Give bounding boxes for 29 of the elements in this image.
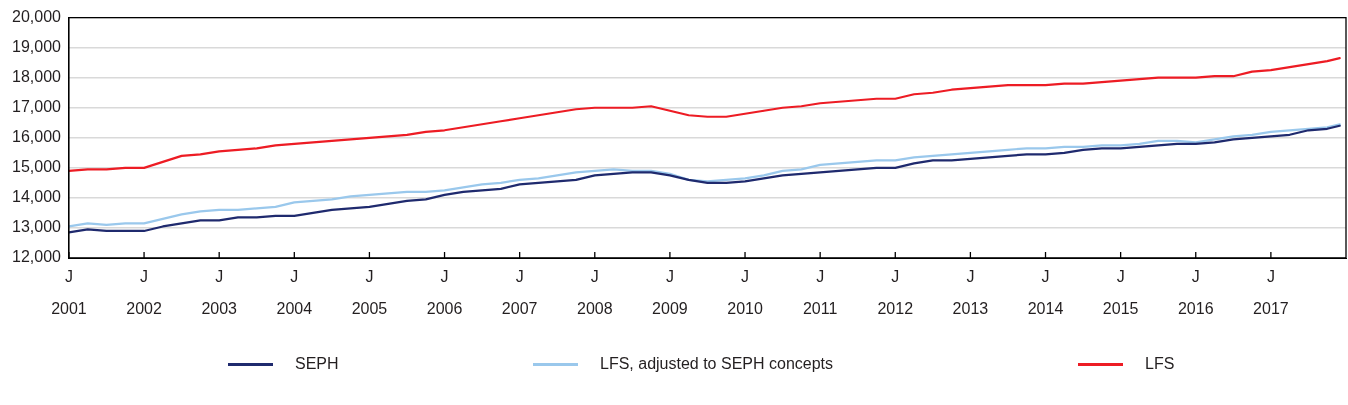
x-tick-label: J 2003 [201, 268, 238, 318]
x-tick-label: J 2014 [1027, 268, 1064, 318]
x-tick-label: J 2005 [351, 268, 388, 318]
legend-label: LFS, adjusted to SEPH concepts [600, 355, 834, 373]
x-tick-label: J 2017 [1253, 268, 1289, 318]
x-tick-label: J 2011 [802, 268, 838, 318]
y-tick-label: 17,000 [12, 98, 62, 116]
legend-label: SEPH [295, 355, 339, 373]
y-tick-label: 20,000 [12, 8, 62, 26]
x-tick-label: J 2004 [276, 268, 313, 318]
y-tick-label: 16,000 [12, 128, 62, 146]
legend-label: LFS [1145, 355, 1175, 373]
x-tick-label: J 2015 [1102, 268, 1139, 318]
y-tick-label: 18,000 [12, 68, 62, 86]
x-tick-label: J 2007 [501, 268, 538, 318]
y-tick-label: 15,000 [12, 158, 62, 176]
x-tick-label: J 2001 [51, 268, 87, 318]
y-tick-label: 14,000 [12, 188, 62, 206]
y-tick-label: 13,000 [12, 218, 62, 236]
x-tick-label: J 2016 [1177, 268, 1214, 318]
x-tick-label: J 2013 [952, 268, 989, 318]
x-tick-label: J 2010 [727, 268, 763, 318]
x-tick-label: J 2006 [426, 268, 463, 318]
y-tick-label: 19,000 [12, 38, 62, 56]
x-tick-label: J 2002 [126, 268, 162, 318]
x-tick-label: J 2012 [877, 268, 914, 318]
y-tick-label: 12,000 [12, 248, 62, 266]
x-tick-label: J 2009 [652, 268, 688, 318]
x-tick-label: J 2008 [576, 268, 613, 318]
